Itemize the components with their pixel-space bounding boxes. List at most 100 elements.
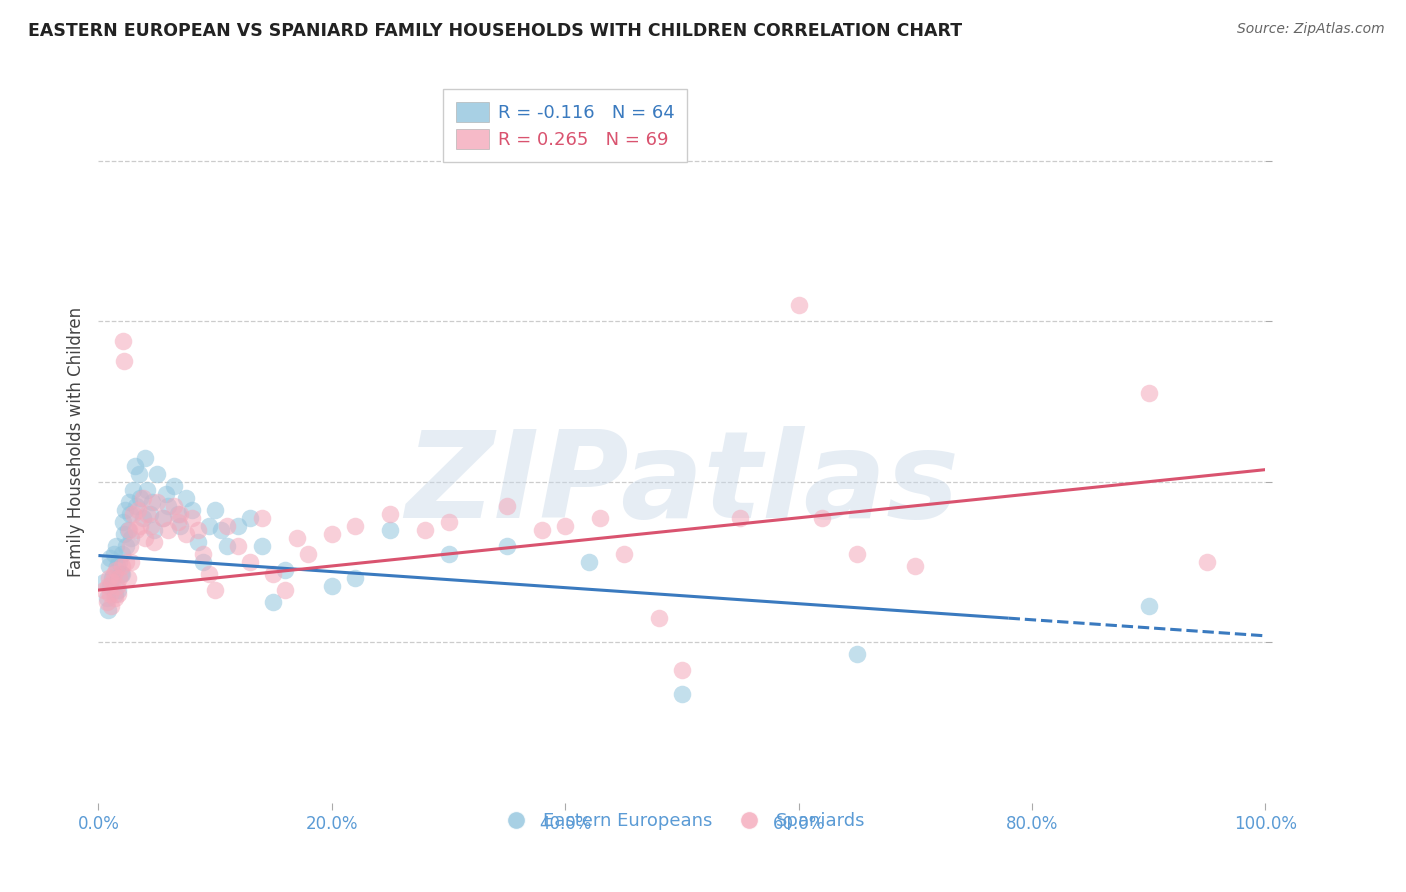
Point	[157, 499, 180, 513]
Point	[274, 583, 297, 598]
Point	[285, 531, 308, 545]
Point	[187, 534, 209, 549]
Point	[198, 518, 221, 533]
Point	[169, 518, 191, 533]
Point	[96, 595, 118, 609]
Point	[114, 502, 136, 516]
Point	[97, 558, 120, 574]
Point	[105, 579, 128, 593]
Point	[239, 555, 262, 569]
Point	[107, 583, 129, 598]
Point	[111, 547, 134, 561]
Point	[671, 687, 693, 701]
Point	[437, 547, 460, 561]
Point	[589, 510, 612, 524]
Point	[141, 494, 163, 508]
Point	[578, 555, 600, 569]
Point	[811, 510, 834, 524]
Point	[209, 523, 232, 537]
Point	[904, 558, 927, 574]
Point	[125, 523, 148, 537]
Point	[187, 523, 209, 537]
Point	[321, 579, 343, 593]
Point	[163, 499, 186, 513]
Point	[169, 507, 191, 521]
Point	[118, 507, 141, 521]
Point	[111, 334, 134, 348]
Point	[101, 571, 124, 585]
Point	[122, 483, 145, 497]
Point	[111, 567, 134, 582]
Point	[380, 507, 402, 521]
Point	[103, 567, 125, 582]
Point	[104, 563, 127, 577]
Point	[120, 555, 142, 569]
Point	[321, 526, 343, 541]
Point	[155, 486, 177, 500]
Point	[107, 587, 129, 601]
Point	[215, 518, 238, 533]
Point	[846, 648, 869, 662]
Point	[496, 539, 519, 553]
Text: EASTERN EUROPEAN VS SPANIARD FAMILY HOUSEHOLDS WITH CHILDREN CORRELATION CHART: EASTERN EUROPEAN VS SPANIARD FAMILY HOUS…	[28, 22, 962, 40]
Point	[115, 555, 138, 569]
Point	[129, 518, 152, 533]
Point	[105, 558, 128, 574]
Point	[496, 499, 519, 513]
Point	[115, 539, 138, 553]
Point	[139, 507, 162, 521]
Point	[143, 523, 166, 537]
Point	[143, 534, 166, 549]
Point	[193, 555, 215, 569]
Point	[104, 587, 127, 601]
Point	[134, 450, 156, 465]
Point	[118, 539, 141, 553]
Point	[166, 515, 188, 529]
Point	[380, 523, 402, 537]
Point	[117, 523, 139, 537]
Point	[136, 483, 159, 497]
Point	[204, 583, 226, 598]
Point	[344, 571, 367, 585]
Point	[118, 523, 141, 537]
Point	[239, 510, 262, 524]
Point	[1137, 386, 1160, 401]
Text: ZIPatlas: ZIPatlas	[405, 426, 959, 543]
Point	[97, 579, 120, 593]
Point	[180, 510, 202, 524]
Point	[118, 494, 141, 508]
Point	[112, 354, 135, 368]
Point	[98, 587, 121, 601]
Point	[122, 507, 145, 521]
Point	[166, 507, 188, 521]
Point	[262, 567, 284, 582]
Point	[139, 518, 162, 533]
Point	[100, 599, 122, 614]
Point	[174, 491, 197, 505]
Point	[152, 510, 174, 524]
Point	[344, 518, 367, 533]
Point	[111, 515, 134, 529]
Point	[437, 515, 460, 529]
Point	[787, 298, 810, 312]
Point	[110, 567, 132, 582]
Point	[112, 526, 135, 541]
Point	[215, 539, 238, 553]
Point	[93, 574, 115, 589]
Point	[117, 571, 139, 585]
Point	[554, 518, 576, 533]
Point	[250, 539, 273, 553]
Point	[93, 583, 115, 598]
Point	[671, 664, 693, 678]
Point	[98, 579, 121, 593]
Point	[1137, 599, 1160, 614]
Y-axis label: Family Households with Children: Family Households with Children	[66, 307, 84, 576]
Point	[530, 523, 553, 537]
Point	[297, 547, 319, 561]
Point	[613, 547, 636, 561]
Point	[413, 523, 436, 537]
Text: Source: ZipAtlas.com: Source: ZipAtlas.com	[1237, 22, 1385, 37]
Point	[146, 467, 169, 481]
Point	[174, 526, 197, 541]
Point	[163, 478, 186, 492]
